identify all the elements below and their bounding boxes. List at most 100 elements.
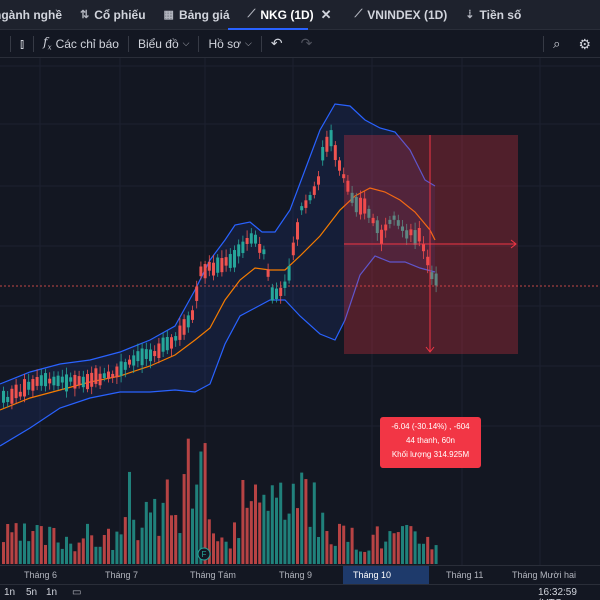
candle-body [81, 376, 85, 388]
candle-body [363, 198, 367, 214]
volume-bar [283, 519, 287, 564]
volume-bar [14, 523, 18, 564]
chart-type-dropdown[interactable]: Biểu đồ ⌵ [129, 30, 199, 58]
volume-bar [86, 523, 89, 564]
chevron-down-icon: ⌵ [182, 38, 190, 48]
volume-bar [434, 545, 438, 564]
candle-body [258, 244, 262, 253]
tab-vnindex-label: VNINDEX (1D) [367, 7, 448, 22]
volume-bar [287, 513, 291, 564]
clock-text: 16:32:59 (UTC [538, 587, 577, 600]
toolbar-divider [198, 35, 200, 52]
candle-body [44, 373, 47, 387]
candle-body [321, 147, 325, 161]
candle-body [56, 375, 60, 386]
volume-bar [367, 550, 371, 564]
volume-bar [191, 508, 194, 564]
tab-stocks[interactable]: ⇅ Cổ phiếu [71, 0, 155, 30]
volume-bar [48, 526, 52, 564]
function-icon: fx [43, 35, 52, 52]
candle-body [417, 227, 421, 242]
tab-industry-label: ngành nghề [0, 7, 62, 22]
bottom-bar: 1n 5n 1n ▭ 16:32:59 (UTC [0, 584, 600, 600]
volume-bar [18, 540, 22, 564]
range-button-5d[interactable]: 5n [26, 587, 38, 598]
candle-body [94, 368, 98, 384]
range-button-1d[interactable]: 1n [4, 587, 16, 598]
candle-body [312, 186, 316, 195]
volume-bar [123, 517, 127, 564]
tab-nkg[interactable]: ⟋ NKG (1D) ✕ [239, 0, 346, 30]
candle-body [249, 233, 253, 244]
volume-bar [350, 527, 354, 564]
candle-body [144, 349, 148, 359]
volume-bar [249, 501, 253, 564]
volume-bar [212, 533, 215, 564]
candle-style-button[interactable]: ⫾ [11, 30, 33, 58]
candle-body [65, 374, 68, 392]
tab-crypto[interactable]: ⇣ Tiền số [456, 0, 530, 30]
chart-canvas[interactable]: F [0, 58, 600, 584]
profile-dropdown[interactable]: Hồ sơ ⌵ [199, 30, 260, 58]
volume-bar [174, 514, 178, 564]
volume-bar [237, 538, 241, 564]
candle-body [262, 249, 266, 255]
volume-bar [346, 541, 350, 564]
tab-price-board[interactable]: ▦ Bảng giá [155, 0, 239, 30]
undo-button[interactable]: ↶ [262, 30, 292, 58]
measure-bars-text: 44 thanh, 60n [406, 436, 455, 445]
volume-bar [220, 537, 224, 564]
tab-price-board-label: Bảng giá [178, 7, 230, 22]
time-label-jun: Tháng 6 [24, 570, 58, 580]
volume-bar [333, 545, 337, 564]
chart-toolbar: ⫾ fx Các chỉ báo Biểu đồ ⌵ Hồ sơ ⌵ ↶ ↷ ⌕… [0, 30, 600, 58]
toolbar-divider [10, 35, 11, 52]
tab-vnindex[interactable]: ⟋ VNINDEX (1D) [346, 0, 457, 30]
volume-bar [207, 519, 211, 564]
volume-bar [111, 549, 115, 564]
close-icon[interactable]: ✕ [320, 6, 332, 22]
volume-bar [2, 542, 5, 564]
candle-body [203, 264, 207, 279]
candle-body [207, 261, 211, 271]
quick-search-button[interactable]: ⌕ [544, 30, 569, 58]
indicators-button[interactable]: fx Các chỉ báo [34, 30, 128, 58]
candle-body [367, 208, 371, 218]
redo-button[interactable]: ↷ [292, 30, 322, 58]
volume-bar [321, 512, 325, 564]
candle-body [90, 372, 94, 387]
candle-body [132, 355, 136, 366]
profile-label: Hồ sơ [208, 36, 242, 51]
volume-bar [102, 534, 106, 564]
volume-bar [65, 536, 68, 564]
bollinger-upper-line [0, 103, 436, 385]
measure-arrow-right [510, 239, 517, 249]
candle-body [195, 286, 199, 301]
volume-bar [31, 531, 35, 564]
volume-bar [119, 534, 123, 564]
candle-body [27, 381, 31, 390]
calendar-icon[interactable]: ▭ [72, 587, 82, 598]
volume-bar [140, 527, 144, 564]
volume-bar [392, 533, 396, 564]
time-axis[interactable]: Tháng 6 Tháng 7 Tháng Tám Tháng 9 Tháng … [0, 565, 600, 585]
volume-bar [157, 535, 161, 564]
candle-body [48, 378, 52, 384]
settings-button[interactable]: ⚙ [569, 30, 600, 58]
time-label-jul: Tháng 7 [105, 570, 139, 580]
price-chart[interactable]: F -6.04 (-30.14%) , -604 44 thanh, 60n K… [0, 58, 600, 584]
volume-bar [359, 551, 362, 564]
tab-industry[interactable]: ngành nghề [0, 0, 71, 30]
time-label-dec: Tháng Mười hai [512, 570, 576, 580]
candle-body [233, 250, 236, 268]
volume-bar [296, 508, 299, 564]
toolbar-divider [127, 35, 129, 52]
volume-bar [417, 543, 421, 564]
volume-bar [329, 544, 333, 564]
range-button-1m[interactable]: 1n [46, 587, 58, 598]
volume-marker-badge [197, 547, 211, 561]
volume-bar [409, 526, 413, 564]
volume-bar [245, 507, 249, 564]
volume-bar [73, 551, 77, 564]
volume-bar [413, 531, 417, 564]
